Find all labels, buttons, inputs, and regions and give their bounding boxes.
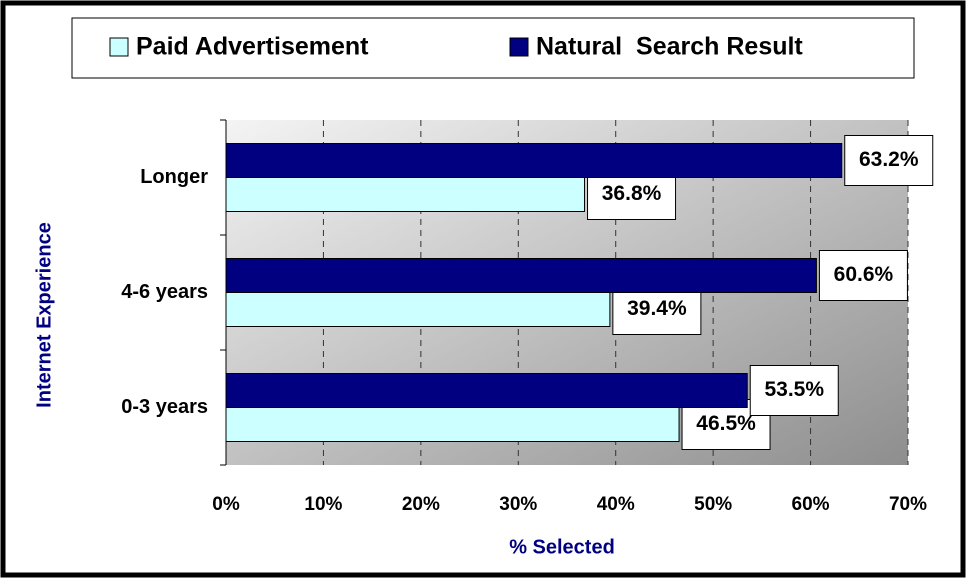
label-box xyxy=(749,365,839,416)
bar xyxy=(225,407,680,442)
data-label: 53.5% xyxy=(764,378,824,401)
bar xyxy=(225,292,611,327)
bar xyxy=(225,177,586,212)
y-tick-label: 4-6 years xyxy=(121,281,208,303)
y-tick-label: 0-3 years xyxy=(121,396,208,418)
x-tick-label: 60% xyxy=(792,494,830,515)
legend xyxy=(71,17,915,79)
x-tick-label: 30% xyxy=(499,494,537,515)
x-tick-label: 10% xyxy=(304,494,342,515)
data-label: 36.8% xyxy=(602,182,662,205)
data-label: 63.2% xyxy=(859,148,919,171)
legend-label: Paid Advertisement xyxy=(136,33,369,61)
data-label: 39.4% xyxy=(627,297,687,320)
legend-swatch xyxy=(509,37,529,57)
legend-label: Natural Search Result xyxy=(536,33,803,61)
bar xyxy=(225,258,817,293)
label-box xyxy=(818,250,908,301)
x-tick-label: 70% xyxy=(889,494,927,515)
bar xyxy=(225,373,748,408)
x-tick-label: 50% xyxy=(694,494,732,515)
bar xyxy=(225,143,843,178)
legend-swatch xyxy=(109,37,129,57)
label-box xyxy=(844,135,934,186)
x-tick-label: 40% xyxy=(597,494,635,515)
x-tick-label: 0% xyxy=(212,494,240,515)
x-axis-label: % Selected xyxy=(509,536,615,558)
x-tick-label: 20% xyxy=(402,494,440,515)
y-tick-label: Longer xyxy=(140,166,208,188)
data-label: 46.5% xyxy=(696,412,756,435)
y-axis-label: Internet Experience xyxy=(33,222,55,408)
data-label: 60.6% xyxy=(834,263,894,286)
